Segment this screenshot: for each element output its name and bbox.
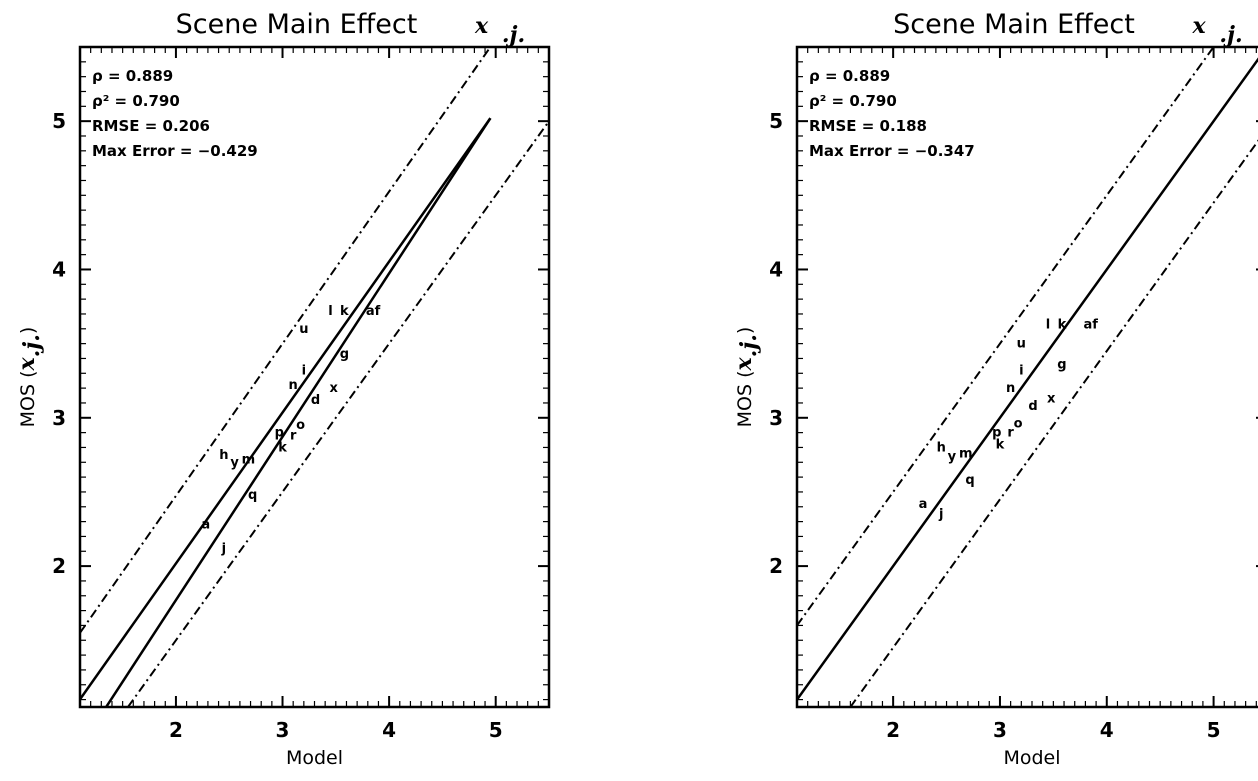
axis-ticks <box>79 46 550 707</box>
scatter-point-label: d <box>311 393 320 408</box>
stat-line: RMSE = 0.188 <box>809 117 927 135</box>
chart-lines <box>80 47 549 707</box>
scatter-point-label: o <box>296 418 305 433</box>
scatter-point-label: o <box>1014 417 1023 432</box>
y-tick-label: 5 <box>52 109 66 133</box>
x-tick-label: 5 <box>1207 718 1221 742</box>
stat-line: Max Error = −0.347 <box>809 142 975 160</box>
fit-line <box>797 57 1258 701</box>
scatter-point-label: q <box>965 473 974 488</box>
chart-title-subscript: .j. <box>1219 22 1242 48</box>
scatter-point-label: k <box>996 437 1005 452</box>
stat-line: ρ² = 0.790 <box>92 92 180 110</box>
scatter-point-label: y <box>230 455 239 470</box>
scatter-point-label: k <box>340 304 349 319</box>
chart-title-symbol: x <box>1191 13 1206 39</box>
y-axis-label: MOS (x.j.) <box>14 327 45 428</box>
scatter-point-label: j <box>221 541 226 556</box>
scatter-point-label: af <box>366 304 381 319</box>
x-axis-label: Model <box>1003 747 1060 769</box>
scatter-point-label: u <box>299 322 308 337</box>
scatter-point-label: af <box>1084 317 1099 332</box>
scatter-point-label: d <box>1028 399 1037 414</box>
scatter-point-label: p <box>275 426 284 441</box>
scatter-point-label: r <box>1007 426 1014 441</box>
x-axis-label: Model <box>286 747 343 769</box>
scatter-point-label: x <box>1047 392 1056 407</box>
stat-line: ρ = 0.889 <box>92 67 173 85</box>
y-tick-label: 2 <box>52 554 66 578</box>
scatter-point-label: r <box>290 429 297 444</box>
chart-title-symbol: x <box>474 13 489 39</box>
scatter-point-label: i <box>302 363 306 378</box>
scatter-point-label: m <box>959 446 973 461</box>
x-tick-label: 5 <box>489 718 503 742</box>
scatter-point-label: u <box>1017 337 1026 352</box>
chart-panel-1: 2 3 4 5 2 3 4 5 Scene Main Effect x .j. Model MOS (x… <box>14 9 551 769</box>
scatter-point-label: h <box>937 440 946 455</box>
y-tick-label: 4 <box>52 257 66 281</box>
y-tick-label: 2 <box>769 554 783 578</box>
chart-lines <box>797 47 1258 707</box>
stat-line: Max Error = −0.429 <box>92 142 258 160</box>
scatter-point-label: k <box>1058 317 1067 332</box>
scatter-point-label: n <box>289 378 298 393</box>
scatter-point-label: l <box>328 304 332 319</box>
bound-upper-line <box>80 47 492 634</box>
x-tick-label: 2 <box>886 718 900 742</box>
y-axis-label: MOS (x.j.) <box>731 327 762 428</box>
fit-lower-line <box>104 117 492 707</box>
chart-panel-2: 2 3 4 5 2 3 4 5 Scene Main Effect x .j. Model MOS (x… <box>731 9 1258 769</box>
x-tick-label: 3 <box>993 718 1007 742</box>
chart-title: Scene Main Effect <box>176 9 418 40</box>
axis-ticks <box>796 46 1258 707</box>
scatter-point-label: l <box>1046 317 1050 332</box>
scatter-point-label: i <box>1019 363 1023 378</box>
scatter-point-label: m <box>242 452 256 467</box>
stat-line: RMSE = 0.206 <box>92 117 210 135</box>
x-tick-label: 2 <box>169 718 183 742</box>
scatter-point-label: g <box>340 347 349 362</box>
bound-lower-line <box>849 139 1258 707</box>
scatter-point-label: n <box>1006 381 1015 396</box>
scatter-point-label: g <box>1057 357 1066 372</box>
x-tick-label: 4 <box>382 718 396 742</box>
y-tick-label: 3 <box>769 406 783 430</box>
stat-line: ρ = 0.889 <box>809 67 890 85</box>
scatter-point-label: k <box>278 440 287 455</box>
scatter-point-label: j <box>938 507 943 522</box>
fit-upper-line <box>80 117 492 702</box>
bound-upper-line <box>797 47 1215 627</box>
chart-title-subscript: .j. <box>502 22 525 48</box>
bound-lower-line <box>127 120 549 707</box>
scatter-point-label: h <box>219 448 228 463</box>
y-tick-label: 3 <box>52 406 66 430</box>
scatter-point-label: q <box>248 488 257 503</box>
x-tick-label: 3 <box>276 718 290 742</box>
chart-title: Scene Main Effect <box>893 9 1135 40</box>
scatter-point-label: a <box>201 518 210 533</box>
y-tick-label: 5 <box>769 109 783 133</box>
y-tick-label: 4 <box>769 257 783 281</box>
x-tick-label: 4 <box>1100 718 1114 742</box>
scatter-point-label: y <box>948 449 957 464</box>
scatter-point-label: p <box>992 426 1001 441</box>
stat-line: ρ² = 0.790 <box>809 92 897 110</box>
scatter-point-label: a <box>919 497 928 512</box>
scatter-point-label: x <box>329 381 338 396</box>
